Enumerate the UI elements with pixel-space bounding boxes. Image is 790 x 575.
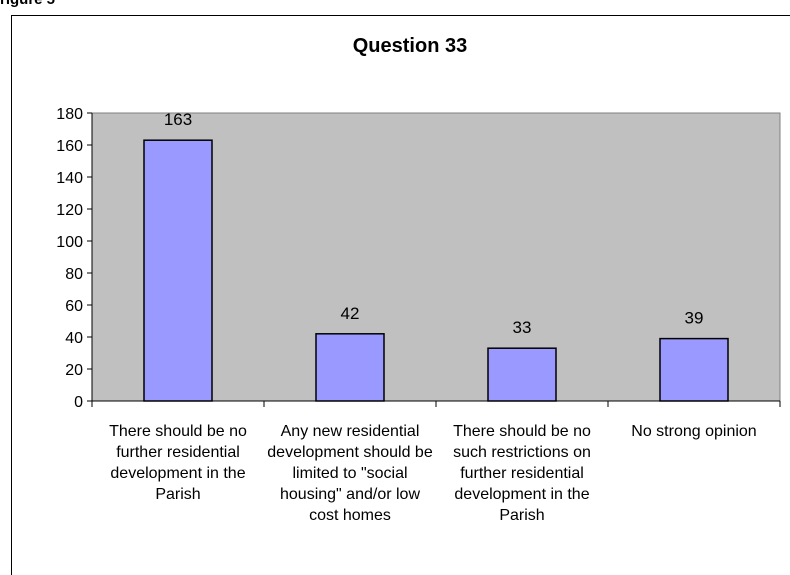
header-fragment: rigure 5 <box>0 0 55 8</box>
chart-frame <box>11 15 790 575</box>
bar <box>143 139 213 402</box>
x-tick-label: No strong opinion <box>631 423 757 440</box>
data-label: 39 <box>685 309 704 328</box>
y-tick-label: 140 <box>56 170 83 187</box>
y-tick-label: 120 <box>56 202 83 219</box>
x-tick-label: There should be no such restrictions on … <box>453 423 591 524</box>
y-tick-label: 20 <box>65 362 83 379</box>
chart-title: Question 33 <box>352 35 468 57</box>
y-tick-label: 100 <box>56 234 83 251</box>
bar <box>487 347 557 402</box>
data-label: 42 <box>341 304 360 323</box>
y-tick-label: 40 <box>65 330 83 347</box>
data-label: 163 <box>164 110 192 129</box>
y-tick-label: 180 <box>56 106 83 123</box>
y-tick-label: 160 <box>56 138 83 155</box>
y-tick-label: 80 <box>65 266 83 283</box>
bar <box>659 337 729 402</box>
data-label: 33 <box>513 318 532 337</box>
x-tick-label: There should be no further residential d… <box>109 423 247 503</box>
x-tick-label: Any new residential development should b… <box>267 423 433 524</box>
y-tick-label: 60 <box>65 298 83 315</box>
bar <box>315 333 385 402</box>
y-tick-label: 0 <box>74 394 83 411</box>
